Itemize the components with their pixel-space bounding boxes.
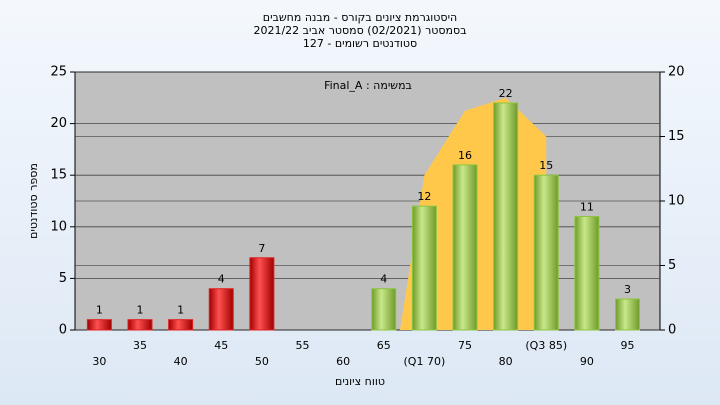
title: בסמסטר (02/2021) סמסטר אביב 2021/22 xyxy=(253,24,466,37)
x-tick-label: 30 xyxy=(92,355,106,368)
data-label: 1 xyxy=(96,304,103,317)
y-tick-label: 0 xyxy=(59,323,67,338)
x-tick-label: 75 xyxy=(458,339,472,352)
data-label: 12 xyxy=(417,190,431,203)
y-tick-label: 20 xyxy=(50,116,67,131)
bar xyxy=(168,319,194,331)
y2-tick-label: 15 xyxy=(668,129,685,144)
title: היסטוגרמת ציונים בקורס - מבנה מחשבים xyxy=(263,11,457,24)
y-tick-label: 5 xyxy=(59,271,67,286)
x-tick-label: (Q3 85) xyxy=(525,339,567,352)
data-label: 7 xyxy=(258,242,265,255)
y2-tick-label: 5 xyxy=(668,258,676,273)
annotation: Final_A : במשימה xyxy=(324,79,412,92)
bar xyxy=(493,102,519,331)
x-tick-label: 45 xyxy=(214,339,228,352)
x-tick-label: 40 xyxy=(174,355,188,368)
y-tick-label: 15 xyxy=(50,168,67,183)
x-tick-label: 60 xyxy=(336,355,350,368)
y2-tick-label: 20 xyxy=(668,65,685,80)
data-label: 4 xyxy=(380,273,387,286)
bar xyxy=(86,319,112,331)
data-label: 11 xyxy=(580,200,594,213)
bar xyxy=(371,288,397,331)
x-tick-label: 90 xyxy=(580,355,594,368)
bar xyxy=(533,174,559,331)
bar xyxy=(574,215,600,331)
data-label: 1 xyxy=(177,304,184,317)
x-tick-label: 50 xyxy=(255,355,269,368)
data-label: 3 xyxy=(624,283,631,296)
y2-tick-label: 0 xyxy=(668,323,676,338)
bar xyxy=(411,205,437,331)
x-tick-label: 80 xyxy=(499,355,513,368)
x-tick-label: 95 xyxy=(621,339,635,352)
y-axis-label: מספר סטודנטים xyxy=(27,163,40,239)
x-tick-label: (Q1 70) xyxy=(404,355,446,368)
bar xyxy=(208,288,234,331)
data-label: 15 xyxy=(539,159,553,172)
data-label: 22 xyxy=(499,87,513,100)
y2-tick-label: 10 xyxy=(668,194,685,209)
x-tick-label: 55 xyxy=(296,339,310,352)
data-label: 1 xyxy=(137,304,144,317)
y-tick-label: 10 xyxy=(50,219,67,234)
data-label: 4 xyxy=(218,273,225,286)
bar xyxy=(615,298,640,331)
title: סטודנטים רשומים - 127 xyxy=(303,37,417,50)
data-label: 16 xyxy=(458,149,472,162)
bar xyxy=(127,319,153,331)
bar xyxy=(249,257,275,331)
x-tick-label: 65 xyxy=(377,339,391,352)
bar xyxy=(452,164,478,331)
y-tick-label: 25 xyxy=(50,65,67,80)
x-tick-label: 35 xyxy=(133,339,147,352)
x-axis-label: טווח ציונים xyxy=(335,375,385,388)
